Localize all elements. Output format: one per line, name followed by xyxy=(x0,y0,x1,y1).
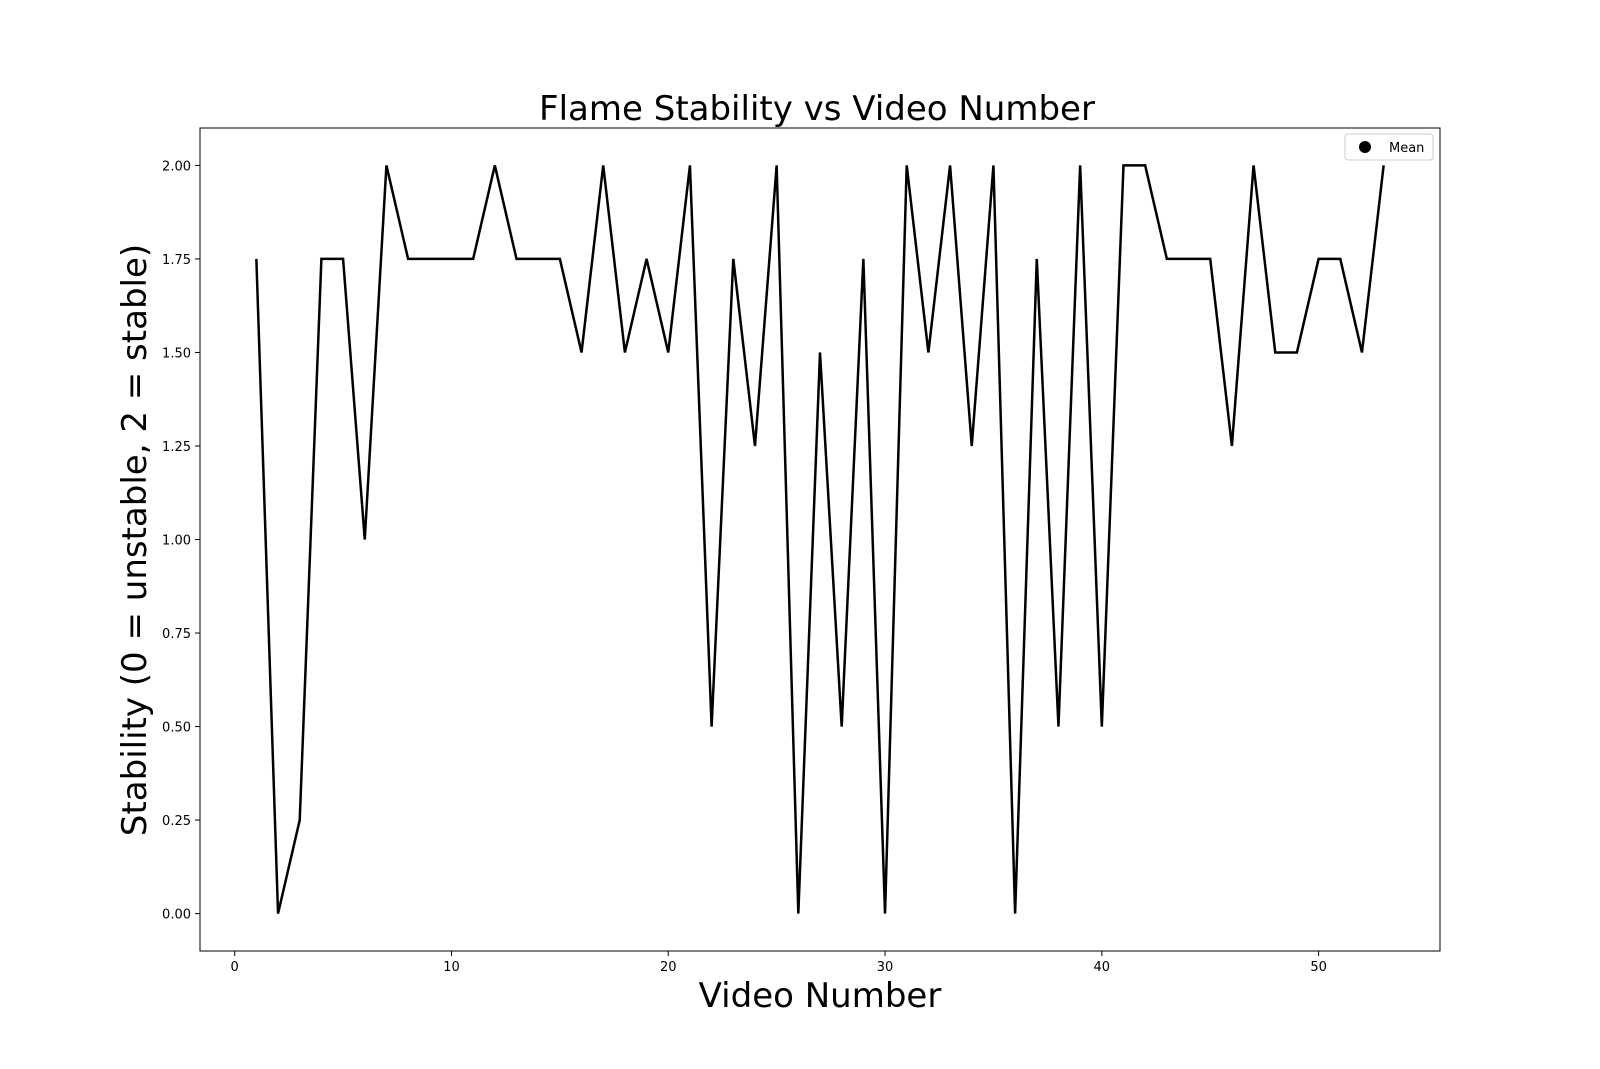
legend-label: Mean xyxy=(1389,141,1424,156)
y-axis-label: Stability (0 = unstable, 2 = stable) xyxy=(115,244,155,836)
y-tick-label: 1.75 xyxy=(162,253,191,268)
y-tick-label: 1.50 xyxy=(162,346,191,361)
y-tick-label: 0.75 xyxy=(162,627,191,642)
legend-box xyxy=(1344,133,1434,161)
y-tick-label: 1.00 xyxy=(162,534,191,549)
plot-frame xyxy=(199,127,1441,952)
y-tick-label: 0.50 xyxy=(162,721,191,736)
y-tick-label: 0.00 xyxy=(162,908,191,923)
x-tick-label: 40 xyxy=(1094,960,1111,975)
x-tick-label: 30 xyxy=(877,960,894,975)
x-tick-label: 50 xyxy=(1310,960,1327,975)
series-layer xyxy=(255,164,1385,914)
legend-marker xyxy=(1359,141,1371,153)
x-tick-label: 0 xyxy=(231,960,239,975)
chart-title: Flame Stability vs Video Number xyxy=(539,89,1095,129)
y-tick-label: 2.00 xyxy=(162,159,191,174)
plot-area xyxy=(199,127,1441,952)
y-tick-label: 1.25 xyxy=(162,440,191,455)
x-axis-label: Video Number xyxy=(699,976,942,1016)
series-line-mean xyxy=(255,164,1385,914)
x-axis: 0 10 20 30 40 50 xyxy=(231,951,1327,975)
x-tick-label: 10 xyxy=(443,960,460,975)
legend: Mean xyxy=(1344,133,1434,161)
x-tick-label: 20 xyxy=(660,960,677,975)
y-axis: 0.00 0.25 0.50 0.75 1.00 1.25 1.50 1.75 2.00 xyxy=(162,159,200,923)
y-tick-label: 0.25 xyxy=(162,814,191,829)
